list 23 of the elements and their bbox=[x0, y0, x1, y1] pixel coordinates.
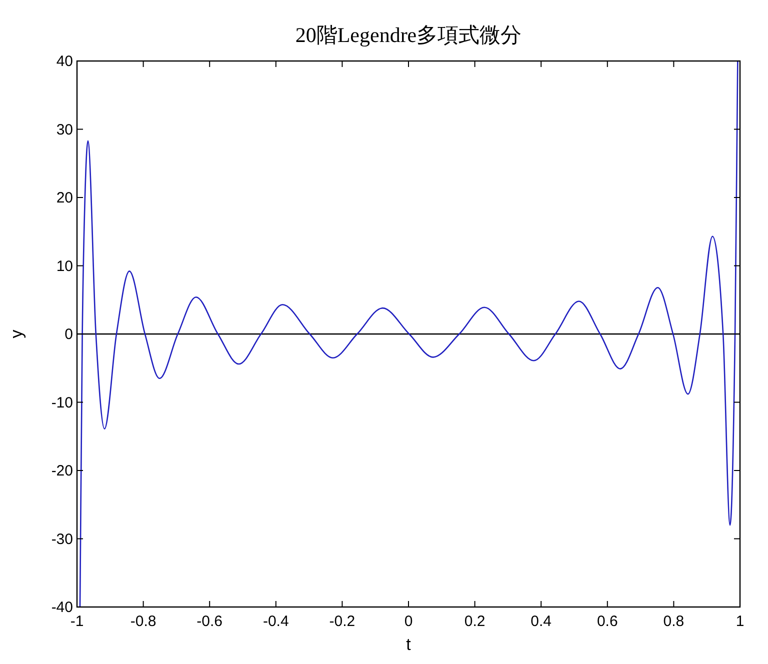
x-axis-title: t bbox=[406, 635, 412, 654]
y-tick-label: 0 bbox=[64, 326, 73, 343]
y-tick-label: -10 bbox=[51, 394, 73, 412]
x-tick-label: -0.2 bbox=[329, 613, 356, 630]
y-tick-label: 20 bbox=[56, 190, 73, 206]
y-axis-title: y bbox=[7, 329, 26, 338]
x-tick-label: -0.6 bbox=[196, 613, 223, 630]
y-tick-label: -30 bbox=[51, 530, 73, 548]
x-tick-label: 0.8 bbox=[663, 613, 684, 630]
x-tick-label: 0.4 bbox=[530, 613, 552, 630]
y-tick-label: 40 bbox=[56, 53, 73, 70]
x-tick-label: -0.4 bbox=[262, 613, 289, 630]
y-tick-label: 10 bbox=[56, 258, 73, 275]
x-tick-label: 0.6 bbox=[596, 613, 618, 630]
x-tick-label: -1 bbox=[70, 613, 84, 630]
chart-title: 20階Legendre多項式微分 bbox=[295, 23, 522, 47]
x-tick-label: 1 bbox=[736, 613, 744, 630]
x-tick-label: -0.8 bbox=[130, 613, 156, 630]
y-tick-label: -40 bbox=[51, 599, 73, 616]
x-tick-label: 0 bbox=[404, 613, 413, 630]
x-tick-label: 0.2 bbox=[464, 613, 486, 630]
y-tick-label: -20 bbox=[51, 462, 73, 480]
y-tick-label: 30 bbox=[56, 121, 73, 138]
